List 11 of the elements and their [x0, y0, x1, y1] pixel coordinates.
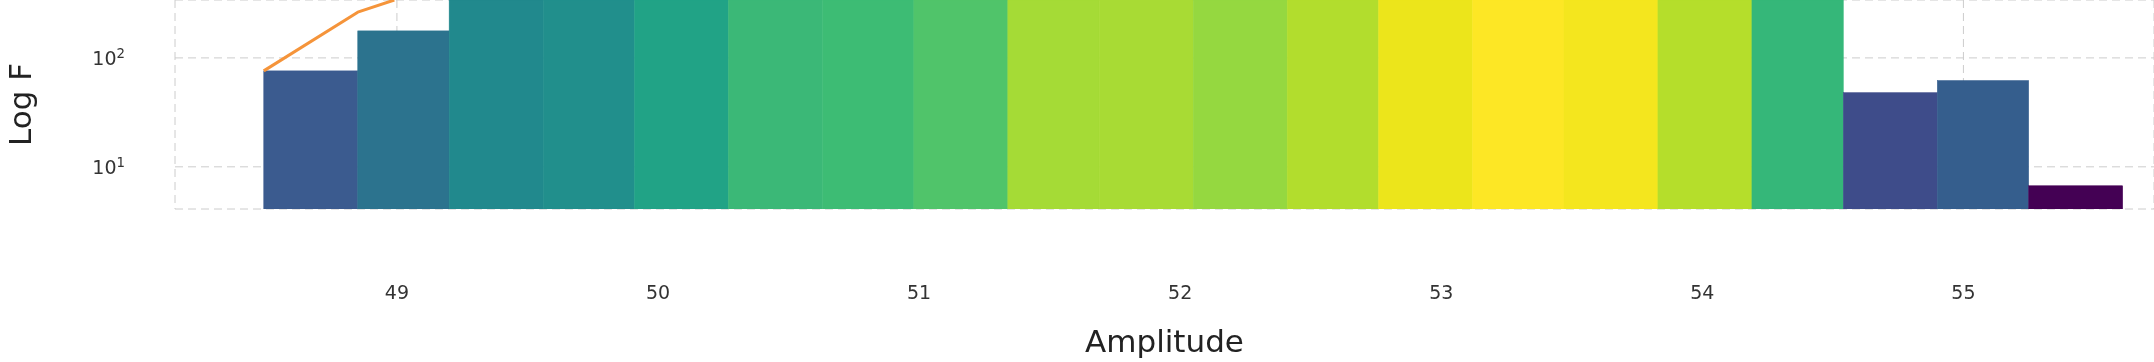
x-tick-label: 49: [384, 281, 410, 303]
y-axis-title: Log F: [2, 62, 38, 147]
x-axis-title: Amplitude: [1085, 323, 1244, 359]
x-tick-label: 53: [1429, 281, 1454, 303]
y-tick-label: 10$^{2}$: [92, 45, 125, 69]
x-tick-label: 50: [645, 281, 671, 303]
y-tick-label: 10$^{1}$: [92, 154, 125, 178]
x-tick-label: 51: [906, 281, 932, 303]
x-tick-label: 52: [1168, 281, 1193, 303]
x-tick-label: 55: [1951, 281, 1976, 303]
x-tick-label: 54: [1690, 281, 1715, 303]
